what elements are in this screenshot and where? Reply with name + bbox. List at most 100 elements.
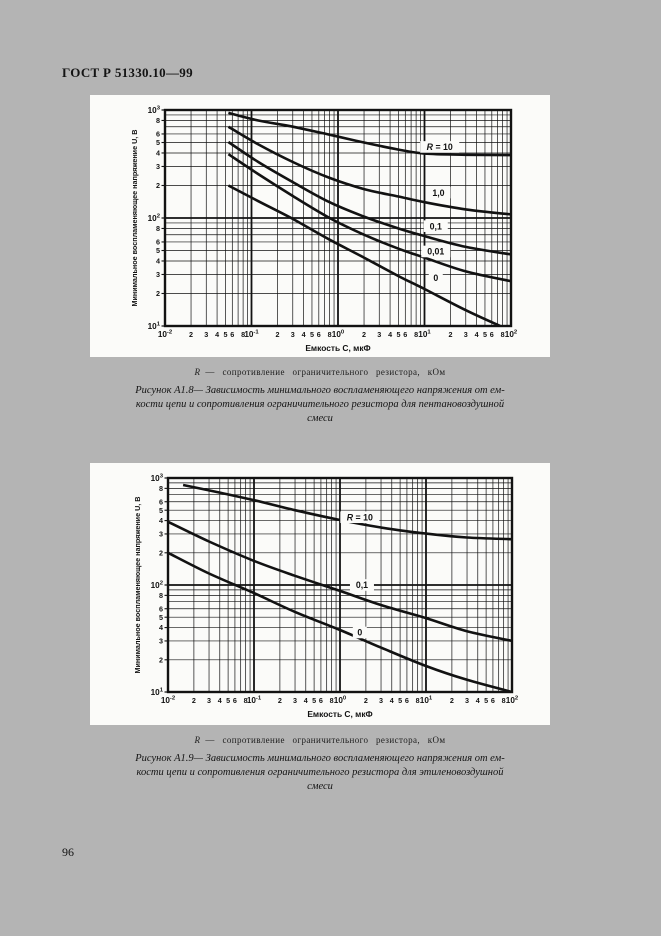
svg-text:5: 5 [159,506,163,515]
svg-text:5: 5 [398,696,402,705]
svg-text:10-1: 10-1 [244,329,259,339]
svg-text:8: 8 [328,330,332,339]
caption-line: Рисунок А1.8— Зависимость минимального в… [135,385,505,396]
svg-text:8: 8 [501,330,505,339]
curve-0-1 [227,140,512,256]
curve-0-1 [167,520,513,643]
svg-text:8: 8 [330,696,334,705]
curve-R-10 [228,111,512,157]
svg-text:6: 6 [491,696,495,705]
x-axis-title: Емкость С, мкФ [305,343,370,353]
figure-caption-a1-8: Рисунок А1.8— Зависимость минимального в… [90,384,550,426]
svg-text:8: 8 [416,696,420,705]
curve-0 [167,551,513,693]
svg-text:4: 4 [388,330,392,339]
svg-text:102: 102 [505,329,518,339]
svg-text:4: 4 [390,696,394,705]
svg-text:5: 5 [156,246,160,255]
curve-0-01 [227,153,512,283]
svg-text:2: 2 [192,696,196,705]
svg-text:102: 102 [506,695,519,705]
svg-text:101: 101 [151,687,164,697]
svg-text:102: 102 [148,213,161,223]
curve-label-0: 0 [357,628,362,638]
svg-text:5: 5 [159,613,163,622]
curve-label-R-10: R = 10 [347,512,373,522]
svg-text:8: 8 [156,224,160,233]
svg-text:10-1: 10-1 [247,695,262,705]
svg-text:101: 101 [148,321,161,331]
figure-caption-a1-9: Рисунок А1.9— Зависимость минимального в… [90,752,550,794]
svg-text:2: 2 [449,330,453,339]
resistor-note-text: — сопротивление ограничительного резисто… [205,367,446,377]
resistor-symbol: R [194,367,201,377]
svg-text:2: 2 [159,655,163,664]
svg-text:8: 8 [159,591,163,600]
curve-0 [227,184,501,327]
svg-text:6: 6 [159,604,163,613]
svg-text:8: 8 [241,330,245,339]
svg-text:8: 8 [159,484,163,493]
svg-text:102: 102 [151,580,164,590]
svg-text:2: 2 [364,696,368,705]
svg-text:100: 100 [332,329,345,339]
svg-text:4: 4 [218,696,222,705]
svg-text:3: 3 [159,637,163,646]
svg-text:5: 5 [226,696,230,705]
svg-text:2: 2 [450,696,454,705]
svg-text:10-2: 10-2 [158,329,173,339]
svg-text:4: 4 [476,696,480,705]
page-number: 96 [62,845,74,859]
svg-text:4: 4 [156,257,160,266]
svg-text:3: 3 [159,530,163,539]
svg-text:100: 100 [334,695,347,705]
svg-text:2: 2 [156,289,160,298]
svg-text:101: 101 [420,695,433,705]
svg-text:5: 5 [312,696,316,705]
svg-text:101: 101 [418,329,431,339]
svg-text:6: 6 [159,497,163,506]
svg-text:6: 6 [490,330,494,339]
svg-text:6: 6 [319,696,323,705]
svg-text:2: 2 [276,330,280,339]
svg-text:3: 3 [291,330,295,339]
curve-label-R-10: R = 10 [427,142,453,152]
svg-text:5: 5 [483,330,487,339]
svg-text:3: 3 [156,162,160,171]
caption-line: кости цепи и сопротивления ограничительн… [135,399,505,410]
svg-text:6: 6 [156,238,160,247]
x-axis-title: Емкость С, мкФ [307,709,372,719]
document-header: ГОСТ Р 51330.10—99 [62,65,193,80]
svg-text:4: 4 [304,696,308,705]
svg-text:103: 103 [148,105,161,115]
svg-text:6: 6 [405,696,409,705]
figure-a1-8: 10-2 10-1 100 101 102 2 3 4 5 6 8 2 3 4 5 6 8 2 3 4 5 6 8 2 3 4 5 6… [90,95,550,426]
caption-line: кости цепи и сопротивления ограничительн… [136,767,504,778]
svg-text:5: 5 [484,696,488,705]
svg-text:4: 4 [159,623,163,632]
svg-text:3: 3 [464,330,468,339]
svg-text:3: 3 [293,696,297,705]
svg-text:5: 5 [396,330,400,339]
svg-text:6: 6 [156,130,160,139]
curve-R-10 [182,483,513,541]
resistor-note: R — сопротивление ограничительного резист… [90,735,550,745]
curve-label-0-1: 0,1 [430,221,442,231]
svg-text:3: 3 [204,330,208,339]
svg-text:6: 6 [317,330,321,339]
resistor-note: R — сопротивление ограничительного резист… [90,367,550,377]
svg-text:8: 8 [244,696,248,705]
caption-line: Рисунок А1.9— Зависимость минимального в… [135,753,505,764]
caption-line: смеси [307,781,333,792]
svg-text:8: 8 [156,116,160,125]
svg-text:4: 4 [302,330,306,339]
svg-text:2: 2 [278,696,282,705]
curve-label-0-1: 0,1 [356,580,368,590]
svg-text:2: 2 [159,548,163,557]
svg-text:3: 3 [156,270,160,279]
resistor-note-text: — сопротивление ограничительного резисто… [205,735,446,745]
svg-text:6: 6 [230,330,234,339]
svg-text:2: 2 [156,181,160,190]
